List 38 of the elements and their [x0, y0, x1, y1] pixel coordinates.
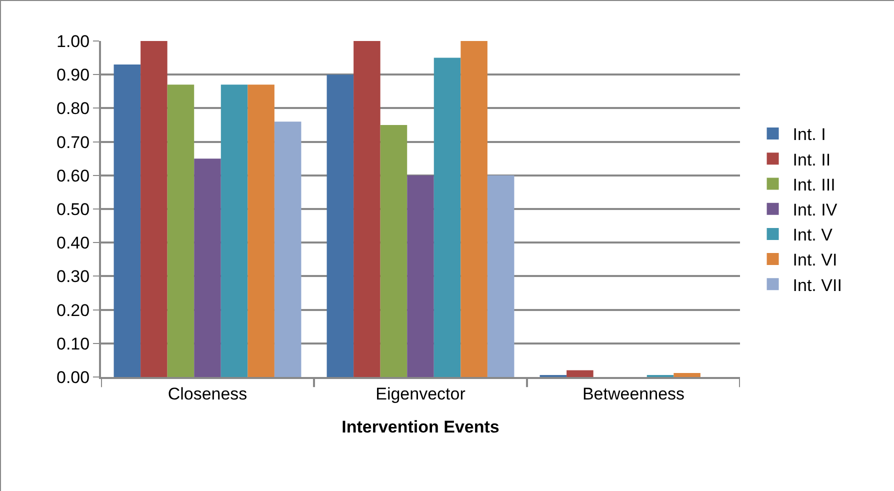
y-tick-label: 0.30	[56, 267, 90, 286]
bar	[326, 74, 354, 377]
y-tick-label: 0.80	[56, 99, 90, 118]
bar	[167, 84, 194, 377]
legend-label: Int. III	[792, 175, 836, 194]
y-tick-label: 1.00	[56, 32, 90, 51]
x-tick-label: Eigenvector	[376, 384, 466, 404]
bar	[566, 370, 594, 377]
bar	[354, 41, 380, 377]
bar	[220, 84, 248, 377]
bar	[674, 372, 700, 377]
legend-label: Int. VII	[792, 276, 842, 295]
legend-label: Int. II	[792, 150, 831, 170]
x-tick-label: Closeness	[168, 384, 248, 404]
y-tick-label: 0.70	[56, 132, 90, 152]
y-tick-label: 0.10	[56, 334, 90, 354]
bar	[274, 122, 302, 377]
bar	[380, 125, 408, 377]
bar	[248, 84, 274, 377]
bar	[460, 41, 488, 377]
bar	[407, 175, 434, 377]
y-tick-label: 0.90	[56, 66, 90, 85]
y-tick-label: 0.20	[56, 300, 90, 320]
x-axis-title: Intervention Events	[342, 417, 500, 436]
x-tick-label: Betweenness	[582, 384, 685, 404]
bar	[194, 158, 221, 377]
bar	[434, 58, 461, 377]
y-tick-label: 0.50	[56, 200, 90, 219]
bar	[140, 41, 168, 377]
bar	[114, 64, 141, 377]
legend-label: Int. IV	[792, 200, 838, 220]
legend-label: Int. V	[792, 226, 834, 245]
legend-label: Int. VI	[792, 250, 838, 270]
bar	[487, 175, 514, 377]
y-tick-label: 0.00	[56, 368, 90, 387]
legend-label: Int. I	[792, 125, 826, 144]
y-tick-label: 0.60	[56, 166, 90, 186]
y-tick-label: 0.40	[56, 234, 90, 253]
